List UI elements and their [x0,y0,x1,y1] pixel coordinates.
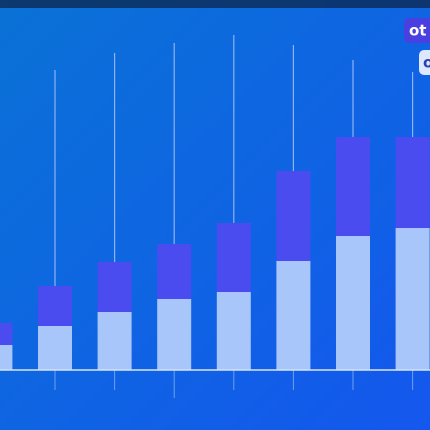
bar-segment [97,312,132,370]
top-strip [0,0,430,8]
plot-area [0,35,430,398]
bar-segment [0,323,13,345]
bar-segment [0,345,13,370]
legend-label: ot [409,22,426,40]
bar-segment [157,244,192,299]
legend-swatch [404,18,430,43]
bar-segment [216,223,251,292]
bar-segment [276,171,311,261]
bar-segment [395,137,430,228]
bar-segment [216,292,251,370]
bar-segment [157,299,192,370]
bar-segment [276,261,311,370]
bar-segment [395,228,430,370]
legend: ot o [404,18,430,75]
legend-label: o [423,54,430,72]
bar-segment [336,236,370,370]
bar-segment [336,137,370,236]
bar-segment [97,262,132,312]
bar-segment [38,286,72,326]
bar-segment [38,326,72,370]
legend-swatch [419,50,430,75]
